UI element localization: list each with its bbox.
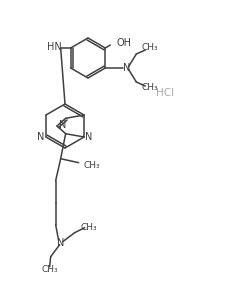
- Text: CH₃: CH₃: [141, 84, 158, 92]
- Text: HN: HN: [47, 42, 62, 52]
- Text: CH₃: CH₃: [83, 161, 100, 170]
- Text: OH: OH: [116, 38, 131, 48]
- Text: N: N: [37, 132, 45, 142]
- Text: N: N: [123, 63, 130, 73]
- Text: CH₃: CH₃: [41, 265, 58, 274]
- Text: CH₃: CH₃: [141, 43, 158, 52]
- Text: N: N: [57, 238, 64, 248]
- Text: N: N: [85, 132, 93, 142]
- Text: N: N: [59, 120, 67, 130]
- Text: CH₃: CH₃: [80, 223, 97, 232]
- Text: HCl: HCl: [156, 88, 174, 98]
